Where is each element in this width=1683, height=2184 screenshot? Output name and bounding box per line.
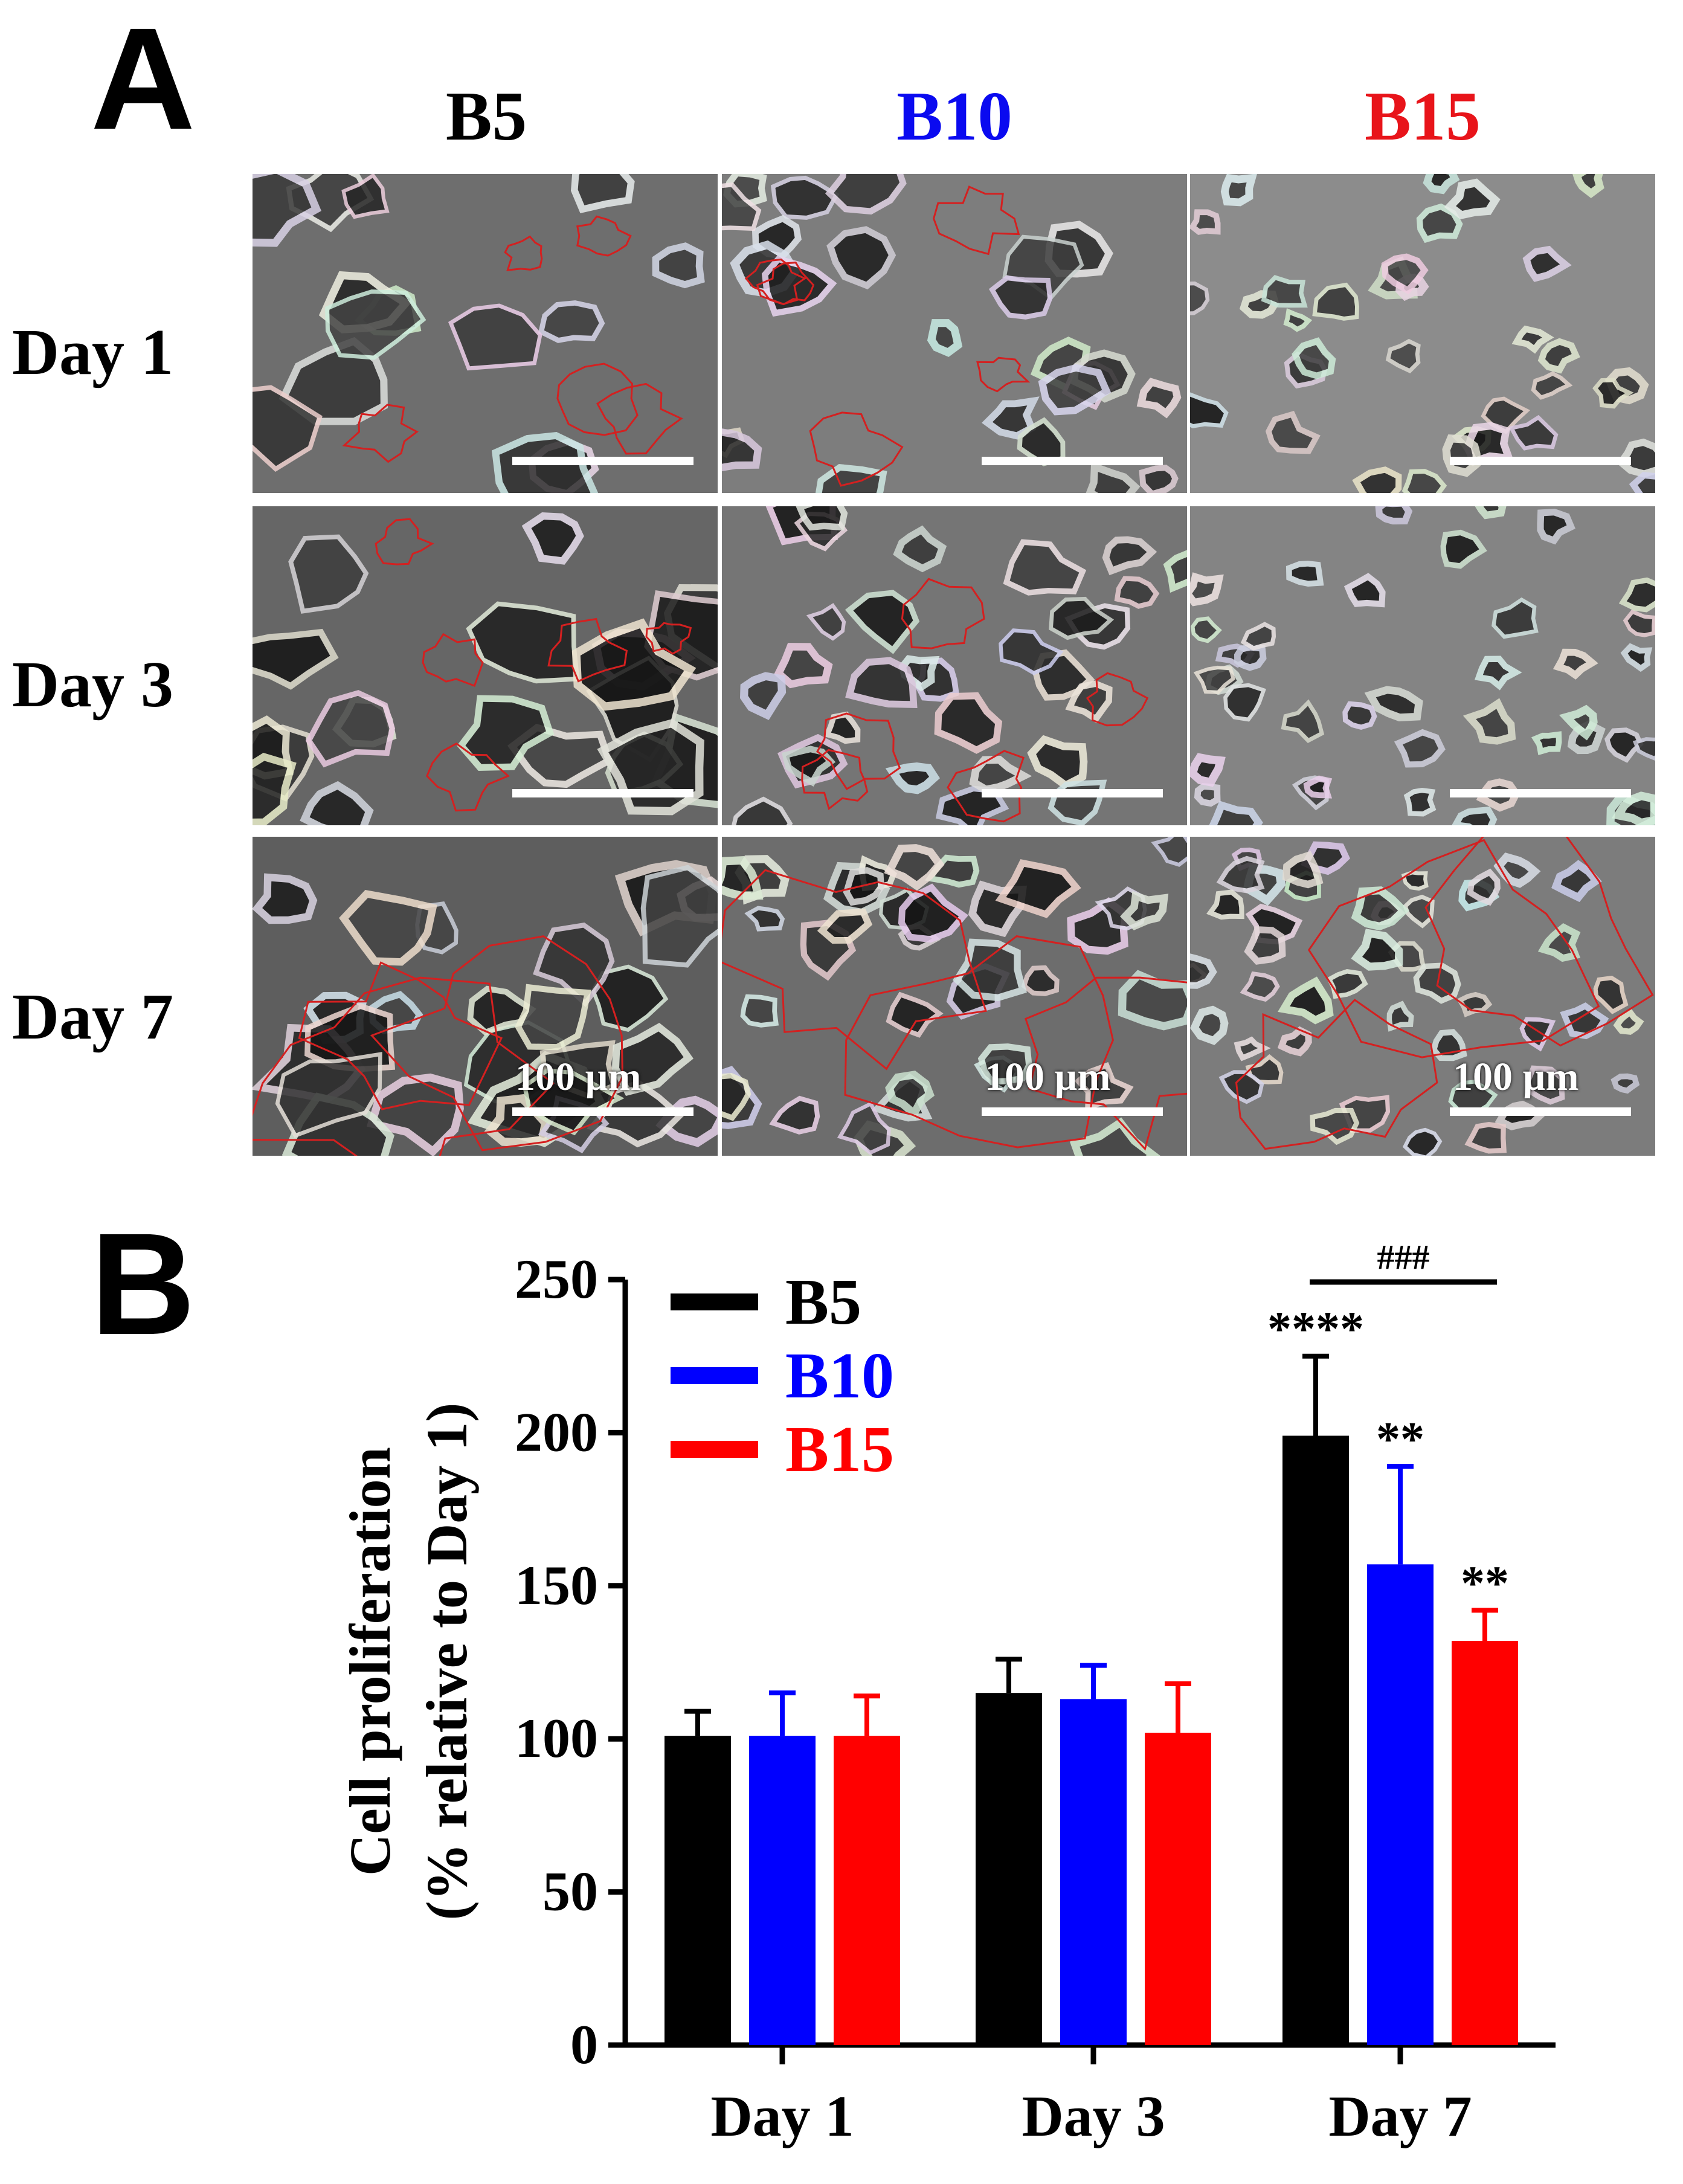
scale-bar-label: 100 µm (1453, 1055, 1579, 1099)
sem-image-b5-day-1 (253, 174, 718, 493)
significance-label: ** (1461, 1557, 1509, 1610)
column-header-b15: B15 (1365, 78, 1481, 155)
bar-b5-day-3 (976, 1693, 1042, 2045)
sem-image-b15-day-3 (1190, 506, 1655, 825)
bar-b10-day-7 (1367, 1564, 1434, 2045)
legend-label-b5: B5 (785, 1266, 861, 1338)
y-tick-label: 50 (542, 1861, 598, 1922)
bar-b15-day-3 (1145, 1733, 1211, 2045)
row-header-day-7: Day 7 (12, 981, 173, 1053)
significance-label: ** (1376, 1413, 1424, 1466)
x-tick-label: Day 1 (710, 2084, 854, 2148)
bar-b10-day-3 (1060, 1699, 1127, 2045)
sem-image-b10-day-7: 100 µm (722, 837, 1187, 1156)
row-header-day-1: Day 1 (12, 317, 173, 388)
sem-image-b5-day-3 (253, 506, 718, 825)
scale-bar (512, 457, 693, 465)
scale-bar (982, 457, 1163, 465)
bar-b15-day-7 (1452, 1641, 1518, 2045)
y-tick-label: 150 (515, 1554, 598, 1616)
legend-swatch-b5 (671, 1293, 758, 1310)
bar-b5-day-7 (1282, 1435, 1349, 2045)
scale-bar (1450, 1107, 1631, 1116)
scale-bar (1450, 457, 1631, 465)
panel-b-letter: B (91, 1203, 196, 1365)
bar-b5-day-1 (665, 1736, 731, 2045)
sem-image-b15-day-1 (1190, 174, 1655, 493)
significance-label: **** (1267, 1303, 1364, 1356)
row-header-day-3: Day 3 (12, 649, 173, 721)
column-header-b10: B10 (896, 78, 1012, 155)
x-tick-label: Day 7 (1328, 2084, 1472, 2148)
scale-bar (1450, 789, 1631, 797)
panel-a-letter: A (91, 0, 196, 159)
scale-bar (512, 789, 693, 797)
scale-bar-label: 100 µm (515, 1055, 642, 1099)
y-tick-label: 100 (515, 1707, 598, 1769)
sem-image-b5-day-7: 100 µm (253, 837, 718, 1156)
x-tick-label: Day 3 (1022, 2084, 1165, 2148)
sem-image-b15-day-7: 100 µm (1190, 837, 1655, 1156)
legend-label-b10: B10 (785, 1340, 894, 1412)
y-tick-label: 250 (515, 1248, 598, 1310)
y-tick-label: 200 (515, 1401, 598, 1463)
y-tick-label: 0 (570, 2014, 598, 2075)
sem-image-b10-day-3 (722, 506, 1187, 825)
bracket-label: ### (1377, 1237, 1430, 1277)
sem-image-b10-day-1 (722, 174, 1187, 493)
legend-swatch-b15 (671, 1441, 758, 1458)
scale-bar (512, 1107, 693, 1116)
scale-bar (982, 1107, 1163, 1116)
legend-label-b15: B15 (785, 1414, 894, 1486)
y-axis-label-line1: Cell proliferation (338, 1447, 402, 1876)
legend-swatch-b10 (671, 1367, 758, 1384)
scale-bar (982, 789, 1163, 797)
y-axis-label-line2: (% relative to Day 1) (414, 1403, 479, 1921)
scale-bar-label: 100 µm (985, 1055, 1111, 1099)
bar-b10-day-1 (749, 1736, 816, 2045)
bar-b15-day-1 (834, 1736, 900, 2045)
column-header-b5: B5 (445, 78, 527, 155)
